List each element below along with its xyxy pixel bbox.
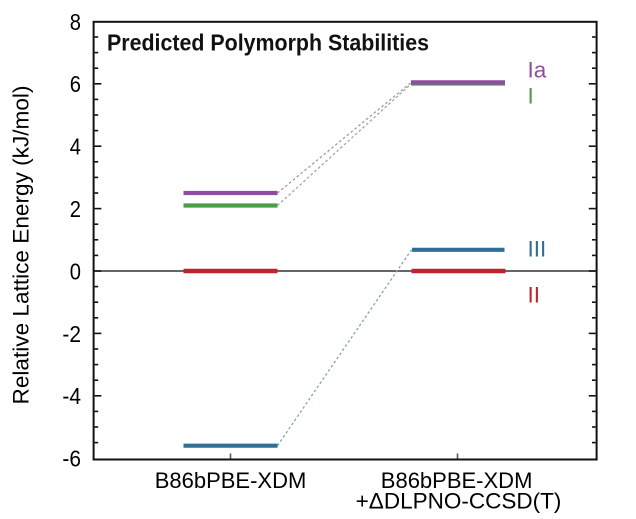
svg-text:II: II [528, 283, 541, 308]
svg-text:-2: -2 [62, 321, 81, 347]
svg-text:4: 4 [70, 134, 81, 160]
svg-text:+ΔDLPNO-CCSD(T): +ΔDLPNO-CCSD(T) [356, 488, 562, 513]
svg-text:Ia: Ia [528, 58, 547, 83]
svg-text:B86bPBE-XDM: B86bPBE-XDM [155, 468, 307, 493]
svg-text:0: 0 [70, 258, 81, 284]
svg-text:Relative Lattice Energy (kJ/mo: Relative Lattice Energy (kJ/mol) [9, 86, 34, 405]
svg-text:2: 2 [70, 196, 81, 222]
svg-text:-4: -4 [62, 383, 81, 409]
svg-text:III: III [528, 236, 547, 261]
svg-text:-6: -6 [62, 446, 81, 472]
svg-text:8: 8 [70, 9, 81, 35]
svg-text:B86bPBE-XDM: B86bPBE-XDM [381, 468, 533, 493]
svg-text:I: I [528, 84, 534, 109]
svg-text:6: 6 [70, 71, 81, 97]
svg-text:Predicted Polymorph Stabilitie: Predicted Polymorph Stabilities [107, 30, 429, 56]
